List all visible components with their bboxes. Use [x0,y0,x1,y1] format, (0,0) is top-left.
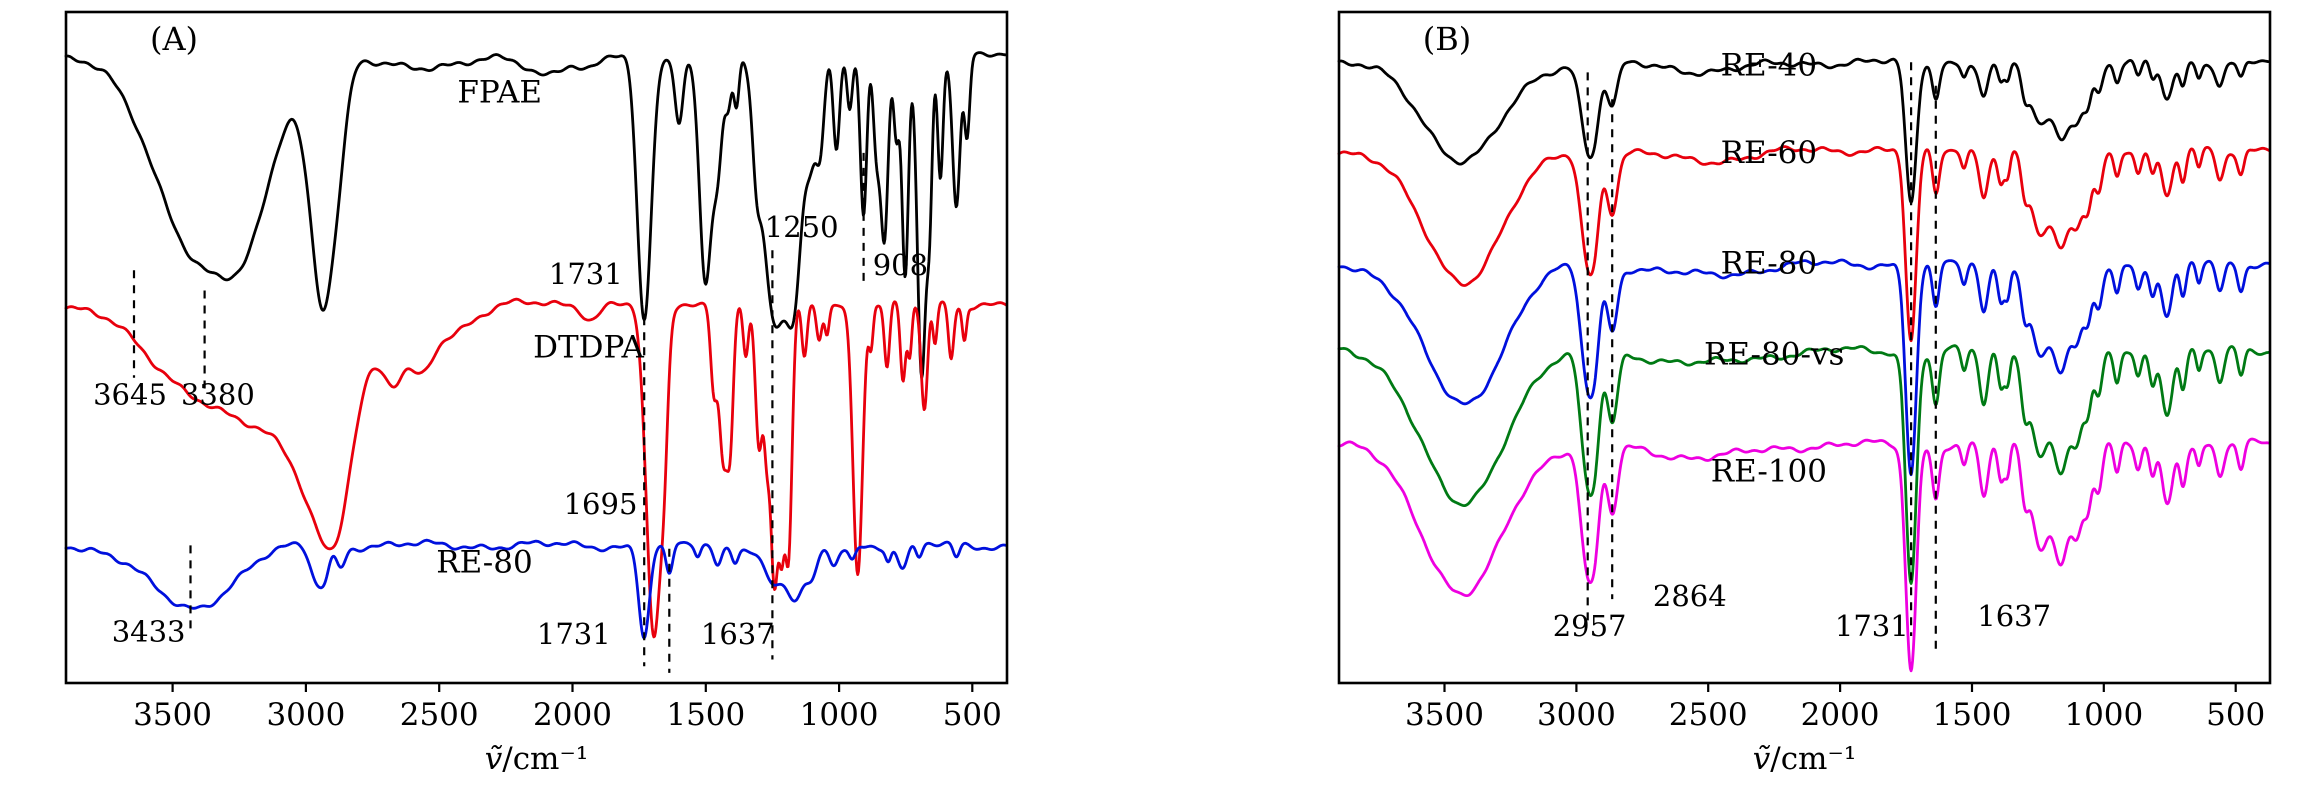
tick-label: 1500 [666,697,745,733]
panel-a: FPAE DTDPA RE-80 3645 3380 3433 1731 1695 1731 16… [30,0,1040,803]
tick-label: 1000 [2064,697,2143,733]
spectrum-RE-80 [1337,258,2271,477]
tick-label: 2000 [1801,697,1880,733]
spectrum-RE-40 [1337,57,2271,204]
tick-label: 3000 [266,697,345,733]
tick-label: 2000 [533,697,612,733]
spectrum-RE-60 [1337,145,2271,343]
panel-a-chart: FPAE DTDPA RE-80 3645 3380 3433 1731 1695 1731 16… [64,10,1009,777]
series-label-FPAE: FPAE [457,75,542,111]
peak-label-1250: 1250 [765,210,839,244]
peak-label-1731: 1731 [1835,609,1909,643]
peak-label-2957: 2957 [1553,609,1627,643]
peak-label-3380: 3380 [181,378,255,412]
panel-letter: (A) [150,20,198,58]
series-label-RE-100: RE-100 [1711,454,1827,490]
peak-label-1731: 1731 [537,617,611,651]
series-label-RE-60: RE-60 [1721,135,1817,171]
x-axis-label: ṽ/cm⁻¹ [485,741,589,777]
tick-label: 2500 [400,697,479,733]
peak-label-2864: 2864 [1653,579,1727,613]
panel-b-chart: RE-40 RE-60 RE-80 RE-80-vs RE-100 2957 2864 173… [1337,10,2272,777]
tick-label: 3000 [1537,697,1616,733]
tick-label: 1500 [1933,697,2012,733]
spectrum-RE-100 [1337,437,2271,673]
spectrum-DTDPA [64,297,1008,639]
tick-label: 3500 [1405,697,1484,733]
spectrum-FPAE [64,51,1008,380]
plot-border [64,10,1009,685]
panel-letter: (B) [1423,20,1471,58]
panel-b: RE-40 RE-60 RE-80 RE-80-vs RE-100 2957 2864 173… [1308,0,2302,803]
series-label-RE-80: RE-80 [436,544,532,580]
series-label-RE-40: RE-40 [1721,48,1817,84]
series-label-RE-80: RE-80 [1721,246,1817,282]
tick-label: 2500 [1669,697,1748,733]
peak-label-1637: 1637 [1977,599,2051,633]
spectrum-RE-80 [64,538,1008,640]
tick-label: 500 [2206,697,2265,733]
peak-label-1731: 1731 [549,257,623,291]
spectrum-RE-80-vs [1337,344,2271,585]
tick-label: 3500 [133,697,212,733]
plot-border [1337,10,2272,685]
peak-label-3645: 3645 [93,378,167,412]
peak-label-1695: 1695 [564,487,638,521]
series-label-RE-80-vs: RE-80-vs [1704,336,1844,372]
x-axis-label: ṽ/cm⁻¹ [1753,741,1857,777]
peak-label-908: 908 [873,248,928,282]
tick-label: 1000 [800,697,879,733]
tick-label: 500 [943,697,1002,733]
series-label-DTDPA: DTDPA [533,330,644,366]
peak-label-1637: 1637 [701,617,775,651]
peak-label-3433: 3433 [112,614,186,648]
